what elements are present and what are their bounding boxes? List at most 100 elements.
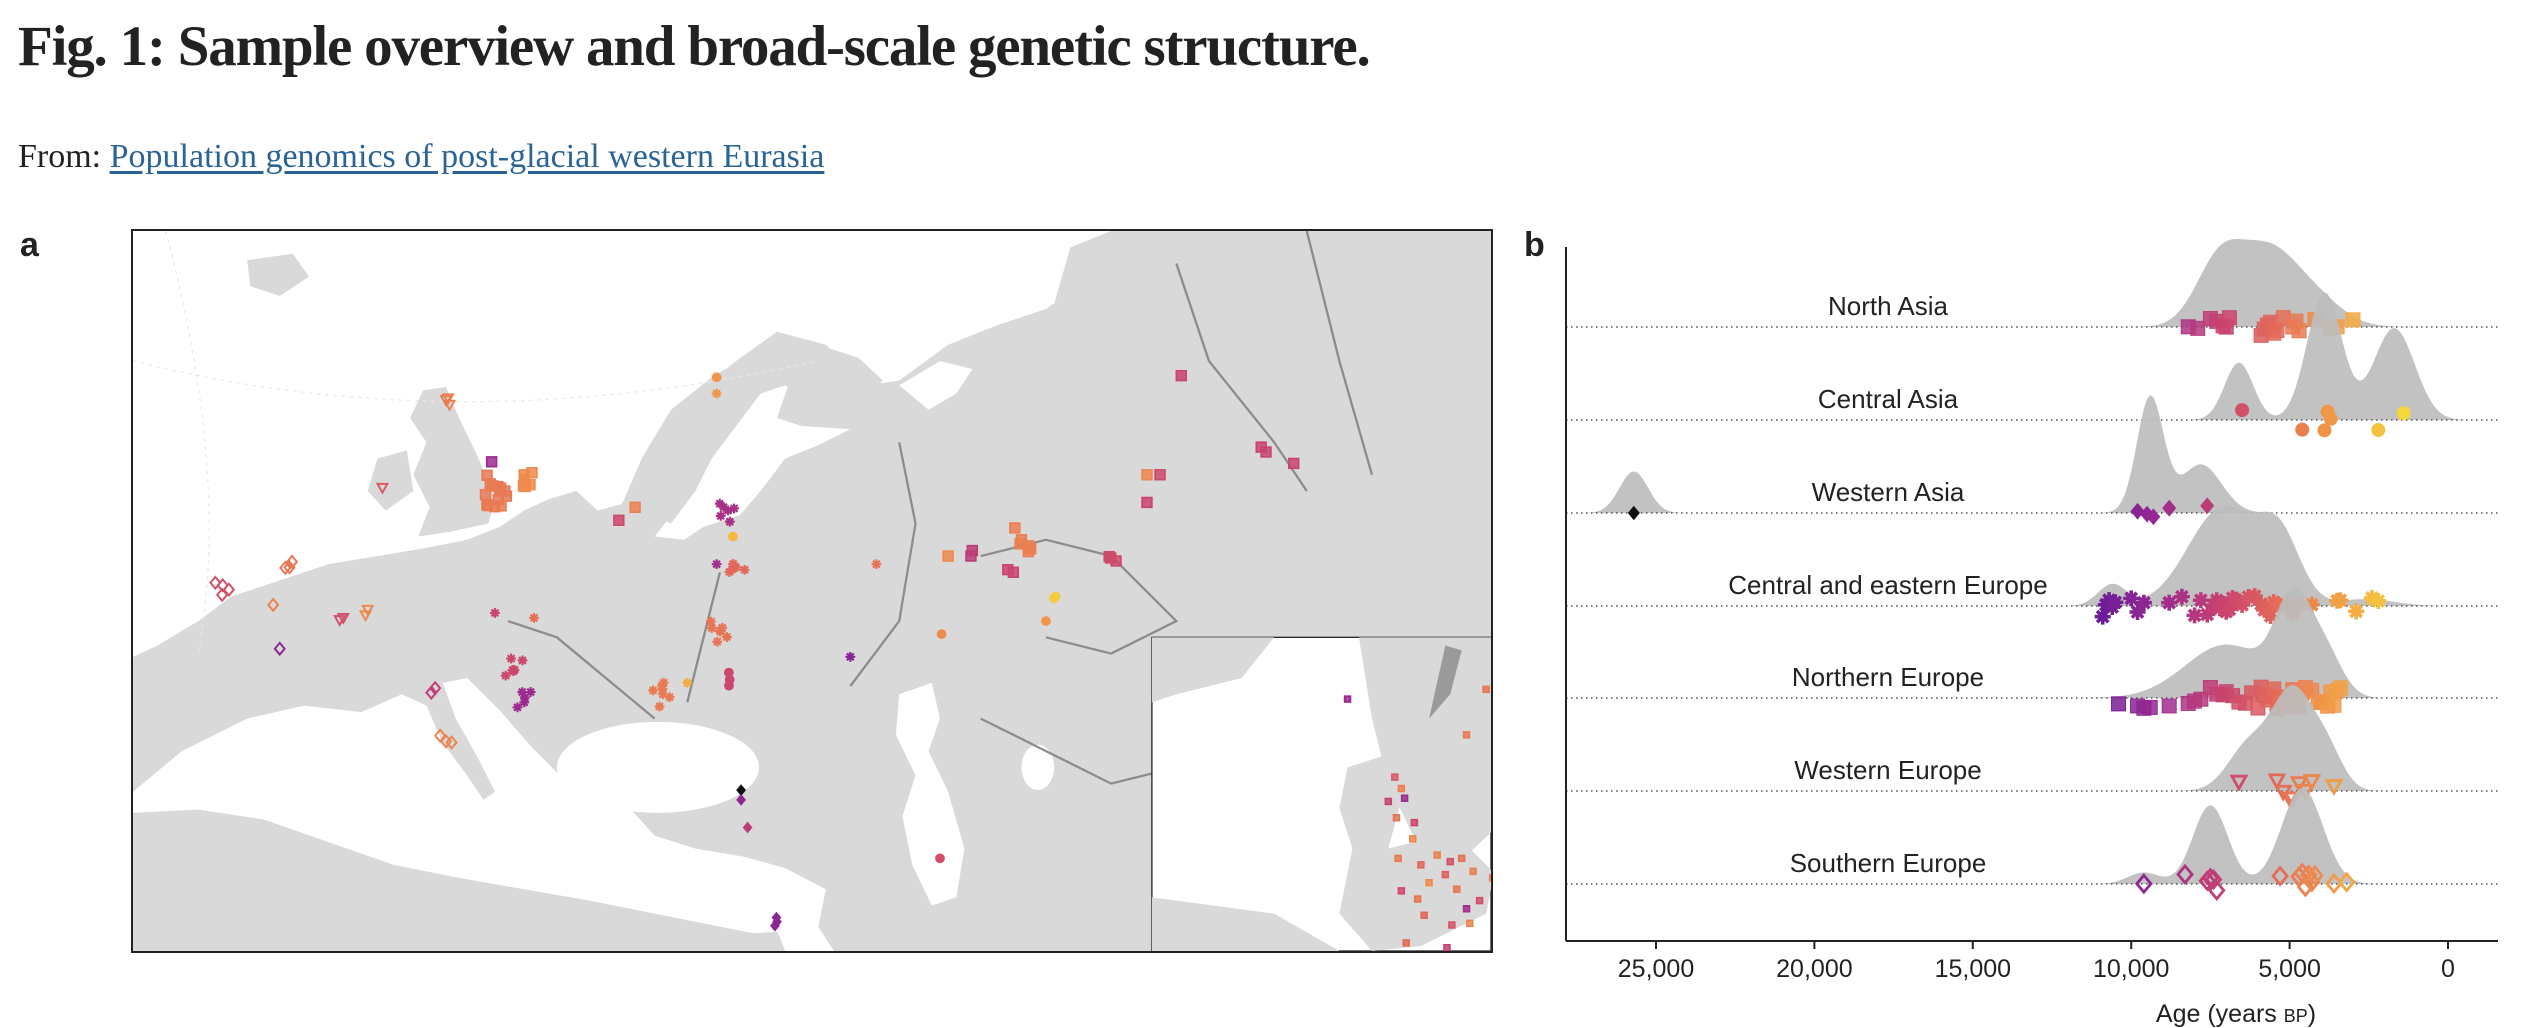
- river: [1305, 231, 1374, 476]
- sample-point: [2221, 310, 2237, 326]
- map-sample-point: [1154, 469, 1166, 481]
- sample-point: [2193, 691, 2209, 707]
- sample-point: [2227, 591, 2244, 608]
- inset-sample-point: [1410, 818, 1419, 827]
- x-axis-ticks: 25,000 20,000 15,000 10,000 5,000 0: [1618, 941, 2455, 983]
- inset-sample-point: [1408, 835, 1417, 843]
- map-sample-point: [336, 612, 350, 625]
- map-sample-point: [724, 567, 735, 577]
- inset-sample-points: [1343, 685, 1491, 951]
- sample-point: [2296, 876, 2315, 898]
- map-sample-point: [1175, 369, 1187, 382]
- sample-point: [2234, 596, 2251, 613]
- map-sample-point: [739, 564, 750, 575]
- inset-sample-point: [1441, 870, 1450, 879]
- map-sample-point: [1141, 496, 1153, 509]
- ridges: North Asia Central Asia Western Asia Centra…: [1545, 239, 2498, 901]
- inset-sample-point: [1433, 851, 1441, 859]
- map-svg: [133, 231, 1491, 951]
- map-sample-point: [273, 641, 286, 657]
- region-label: Central Asia: [1818, 384, 1959, 414]
- river: [1175, 263, 1308, 492]
- inset-sample-point: [1397, 887, 1406, 895]
- inset-lake: [1429, 645, 1462, 719]
- sample-point: [2326, 697, 2342, 713]
- map-sample-point: [770, 919, 780, 932]
- inset-sample-point: [1397, 784, 1406, 793]
- map-sample-point: [629, 501, 641, 513]
- map-sample-point: [425, 685, 438, 700]
- denmark-inset: [1151, 636, 1491, 951]
- sample-point: [2186, 607, 2203, 624]
- ridge-north-asia: North Asia: [1545, 239, 2498, 343]
- inset-sample-point: [1443, 944, 1451, 951]
- map-sample-point: [506, 653, 516, 664]
- map-sample-point: [712, 636, 723, 647]
- map-sample-point: [657, 689, 668, 700]
- ridge-western-europe: Western Europe: [1545, 685, 2498, 809]
- map-sample-point: [1105, 552, 1117, 564]
- map-sample-point: [717, 622, 728, 633]
- inset-germany: [1151, 897, 1340, 951]
- sample-point: [2173, 588, 2190, 605]
- x-tick-label: 20,000: [1776, 955, 1852, 983]
- source-line: From: Population genomics of post-glacia…: [18, 138, 824, 176]
- sample-point: [2135, 594, 2152, 611]
- sample-point: [2370, 592, 2387, 609]
- map-sample-point: [871, 559, 882, 570]
- map-sample-point: [499, 485, 511, 497]
- sample-point: [2323, 411, 2338, 426]
- map-sample-point: [358, 610, 373, 623]
- map-sample-point: [729, 503, 739, 514]
- islands: [247, 231, 1128, 537]
- map-sample-point: [722, 632, 732, 642]
- map-sample-point: [845, 651, 856, 662]
- inset-sample-point: [1488, 874, 1491, 882]
- map-sample-point: [706, 616, 716, 627]
- great-britain: [410, 387, 495, 537]
- inset-sample-point: [1453, 885, 1461, 893]
- map-sample-point: [654, 701, 665, 712]
- map-sample-point: [525, 687, 536, 697]
- sample-point: [2269, 322, 2285, 338]
- map-sample-point: [508, 666, 519, 676]
- inset-sample-point: [1417, 861, 1425, 869]
- figure-title: Fig. 1: Sample overview and broad-scale …: [18, 15, 1371, 78]
- inset-sample-point: [1425, 879, 1433, 887]
- map-sample-point: [736, 784, 746, 796]
- map-sample-point: [1009, 522, 1021, 534]
- inset-sample-point: [1457, 854, 1466, 863]
- x-tick-label: 0: [2441, 955, 2455, 983]
- map-sample-point: [490, 608, 500, 618]
- map-sample-point: [519, 480, 531, 493]
- sample-point: [2291, 323, 2307, 339]
- from-label: From:: [18, 138, 102, 175]
- black-sea: [556, 721, 760, 813]
- sample-point: [2253, 596, 2270, 613]
- map-sample-point: [441, 393, 455, 406]
- x-axis-title: Age (years BP): [2156, 1000, 2316, 1028]
- source-article-link[interactable]: Population genomics of post-glacial west…: [109, 138, 825, 175]
- map-sample-point: [711, 372, 722, 383]
- inset-sample-point: [1462, 905, 1471, 913]
- iceland: [247, 253, 310, 297]
- density-curve: [1545, 685, 2480, 791]
- sample-point: [2123, 590, 2140, 607]
- sample-point: [2317, 423, 2332, 438]
- sample-point: [2161, 594, 2178, 611]
- map-sample-point: [285, 554, 299, 570]
- map-sample-point: [495, 500, 507, 512]
- region-label: Central and eastern Europe: [1728, 570, 2047, 600]
- scandinavia: [622, 344, 883, 524]
- sample-point: [2200, 497, 2215, 515]
- inset-sample-point: [1400, 794, 1409, 802]
- map-sample-point: [520, 692, 530, 703]
- sample-point: [2199, 606, 2216, 623]
- sample-point: [2324, 779, 2344, 797]
- inset-sample-point: [1469, 867, 1477, 876]
- novaya-zemlya: [1054, 231, 1128, 321]
- sample-point: [2246, 588, 2263, 605]
- sample-point: [2302, 774, 2322, 792]
- sea: [133, 231, 1112, 951]
- map-sample-point: [715, 511, 726, 521]
